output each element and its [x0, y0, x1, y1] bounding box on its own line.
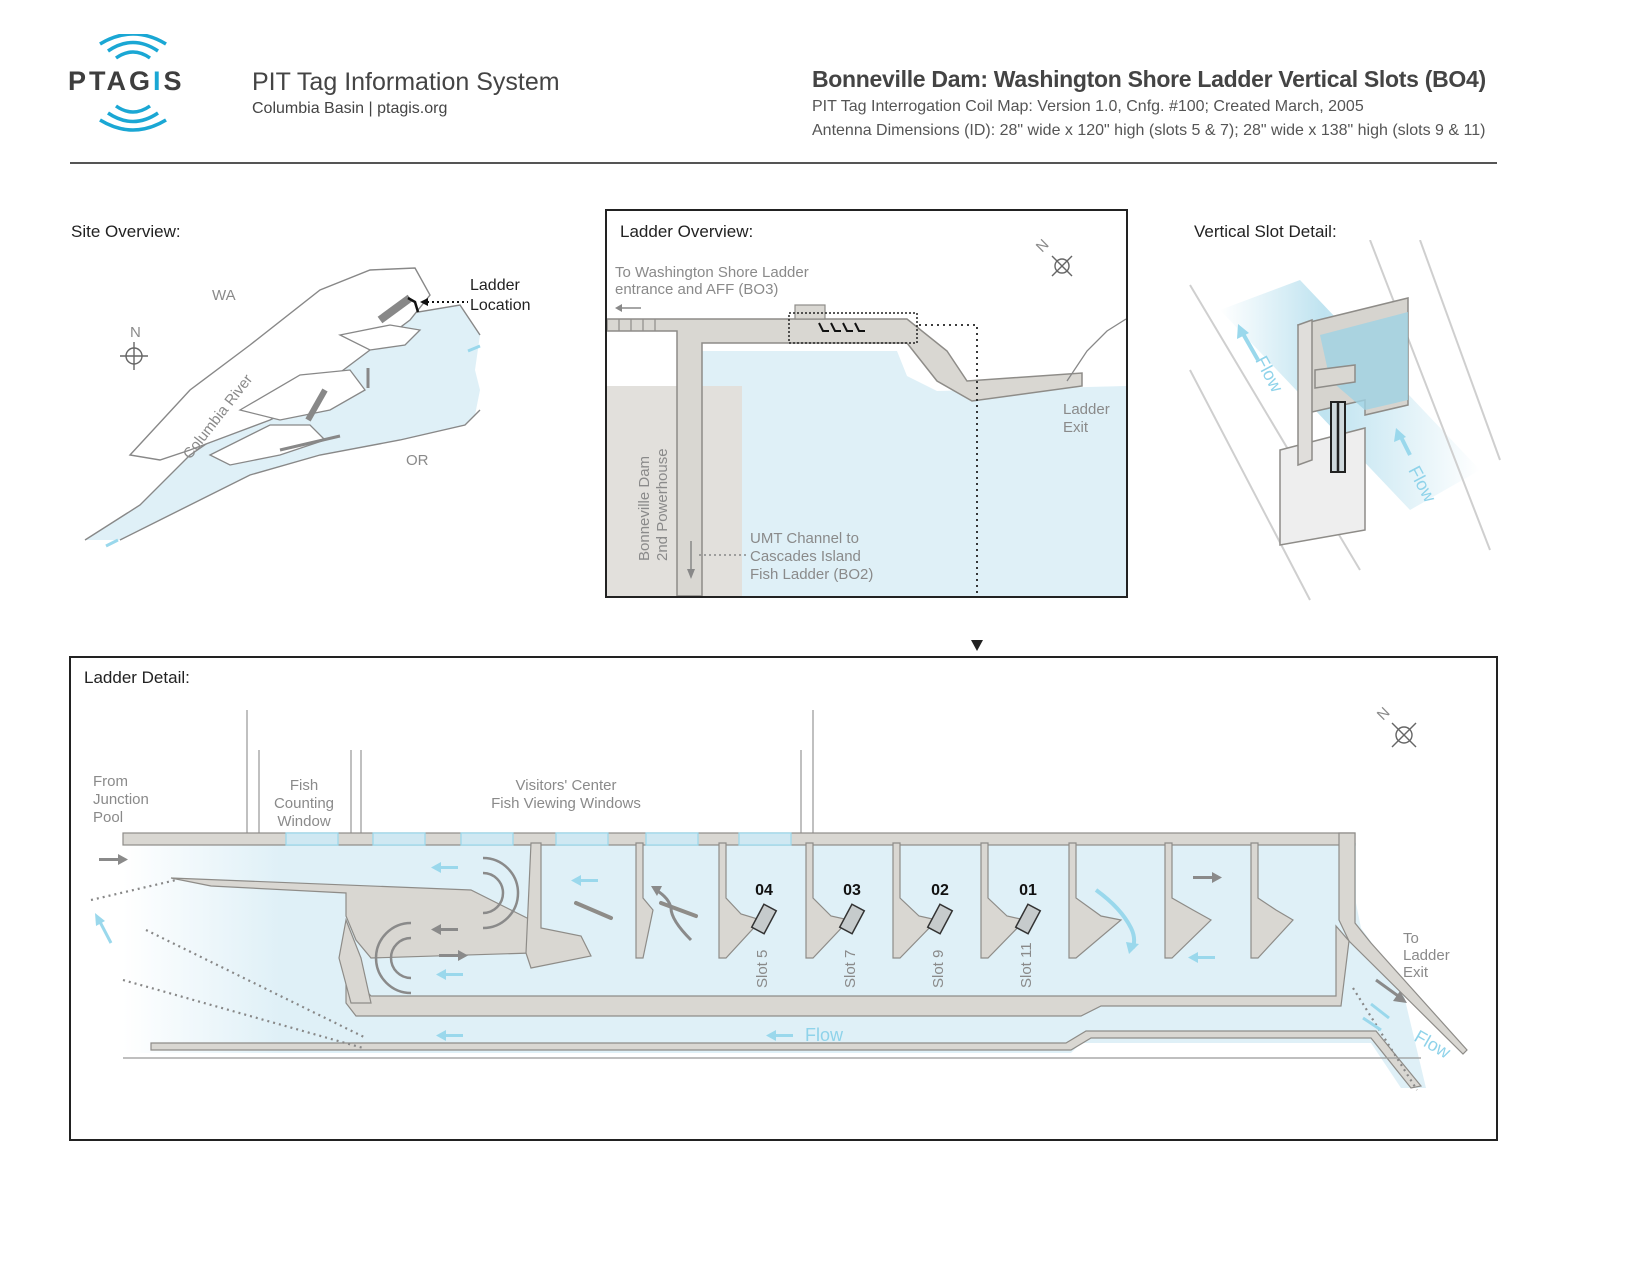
antenna-id-03: 03: [843, 882, 861, 899]
to-wash-label-2: entrance and AFF (BO3): [615, 281, 778, 298]
from-label-1: From: [93, 773, 128, 790]
ptagis-logo: PTAGIS: [68, 32, 198, 134]
slot-label-9: Slot 9: [930, 950, 947, 988]
brand-wordmark: PTAGIS: [68, 66, 185, 96]
antenna-id-01: 01: [1019, 882, 1037, 899]
ladder-exit-label-1: Ladder: [1063, 401, 1110, 418]
north-compass-icon: [1051, 255, 1073, 277]
site-north-label: N: [130, 324, 141, 341]
fcw-label-3: Window: [277, 813, 331, 830]
visitors-label-2: Fish Viewing Windows: [491, 795, 641, 812]
system-title: PIT Tag Information System: [252, 68, 560, 96]
ladder-overview-label: Ladder Overview:: [620, 222, 754, 241]
ladder-overview-panel: [605, 209, 1128, 598]
dotted-leader-arrow-icon: [971, 640, 983, 651]
umt-label-3: Fish Ladder (BO2): [750, 566, 873, 583]
wa-label: WA: [212, 287, 236, 304]
powerhouse-label-1: Bonneville Dam: [636, 456, 653, 561]
system-subtitle: Columbia Basin | ptagis.org: [252, 100, 448, 117]
powerhouse-label-2: 2nd Powerhouse: [654, 448, 671, 561]
umt-label-2: Cascades Island: [750, 548, 861, 565]
ladder-detail-label: Ladder Detail:: [84, 668, 190, 687]
fcw-label-1: Fish: [290, 777, 318, 794]
to-wash-label-1: To Washington Shore Ladder: [615, 264, 809, 281]
fcw-label-2: Counting: [274, 795, 334, 812]
umt-label-1: UMT Channel to: [750, 530, 859, 547]
antenna-waves-icon: [99, 32, 167, 132]
to-exit-label-2: Ladder: [1403, 947, 1450, 964]
vertical-slot-label: Vertical Slot Detail:: [1194, 222, 1337, 241]
to-exit-label-3: Exit: [1403, 964, 1429, 981]
visitors-label-1: Visitors' Center: [516, 777, 617, 794]
meta-line-antenna: Antenna Dimensions (ID): 28" wide x 120"…: [812, 122, 1486, 139]
detail-north-label: N: [1374, 704, 1394, 724]
main-flow-label: Flow: [805, 1025, 844, 1045]
to-exit-label-1: To: [1403, 930, 1419, 947]
ladder-exit-label-2: Exit: [1063, 419, 1089, 436]
antenna-id-02: 02: [931, 882, 949, 899]
from-label-2: Junction: [93, 791, 149, 808]
north-compass-icon: [120, 342, 148, 370]
ladder-location-label-1: Ladder: [470, 277, 520, 294]
from-label-3: Pool: [93, 809, 123, 826]
antenna-id-04: 04: [755, 882, 773, 899]
north-compass-icon: [1391, 722, 1417, 748]
slot-label-7: Slot 7: [842, 950, 859, 988]
ladder-overview-map: N To Washington Shore Ladder entrance an…: [607, 236, 1126, 596]
page-title: Bonneville Dam: Washington Shore Ladder …: [812, 66, 1486, 92]
ladder-detail-panel: [69, 656, 1498, 1141]
or-label: OR: [406, 452, 429, 469]
vertical-slot-drawing: Flow Flow: [1189, 240, 1501, 601]
site-overview-map: N WA OR Columbia River Ladder Location: [84, 267, 531, 548]
slot-label-11: Slot 11: [1018, 942, 1035, 988]
ladder-detail-drawing: N From Junction Pool Fish Counting Windo…: [90, 704, 1468, 1091]
site-overview-label: Site Overview:: [71, 222, 181, 241]
meta-line-version: PIT Tag Interrogation Coil Map: Version …: [812, 98, 1364, 115]
header-divider: [70, 162, 1497, 164]
ladder-location-label-2: Location: [470, 297, 531, 314]
overview-north-label: N: [1033, 236, 1053, 256]
slot-label-5: Slot 5: [754, 950, 771, 988]
